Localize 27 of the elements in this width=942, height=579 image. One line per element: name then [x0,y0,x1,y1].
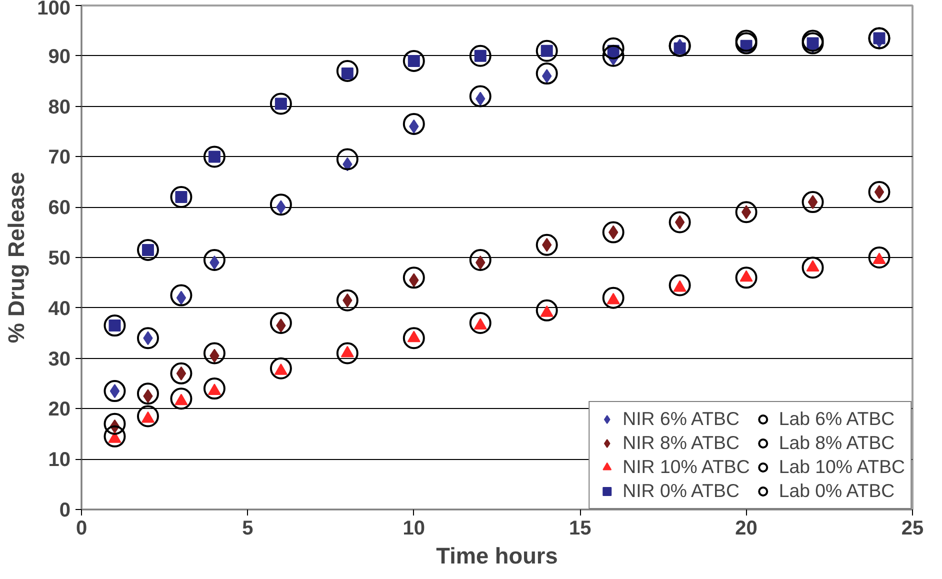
legend-label: Lab 8% ATBC [778,432,895,454]
legend-label: Lab 0% ATBC [778,480,895,502]
legend-label: NIR 8% ATBC [622,432,740,454]
y-axis-title: % Drug Release [3,172,30,344]
y-tick-label: 60 [48,197,71,220]
x-tick-label: 5 [242,518,254,540]
x-tick-label: 20 [735,518,758,540]
y-tick-label: 40 [48,298,71,320]
x-tick-label: 15 [568,518,592,540]
y-tick-label: 20 [48,398,71,421]
y-tick-label: 100 [37,0,71,20]
legend-label: Lab 10% ATBC [778,456,905,478]
legend-label: NIR 10% ATBC [622,456,750,478]
x-tick-label: 10 [402,518,426,540]
legend-label: Lab 6% ATBC [778,408,895,430]
x-axis-title: Time hours [436,542,558,568]
legend-label: NIR 6% ATBC [622,408,740,430]
x-tick-label: 0 [76,518,88,540]
y-tick-label: 0 [59,500,70,522]
y-tick-label: 90 [48,46,71,68]
y-tick-label: 70 [48,146,71,169]
y-tick-label: 50 [48,248,71,270]
y-tick-label: 80 [48,96,71,118]
x-tick-label: 25 [901,518,924,540]
y-tick-label: 10 [48,449,71,472]
y-tick-label: 30 [48,348,71,370]
legend-label: NIR 0% ATBC [622,480,740,502]
